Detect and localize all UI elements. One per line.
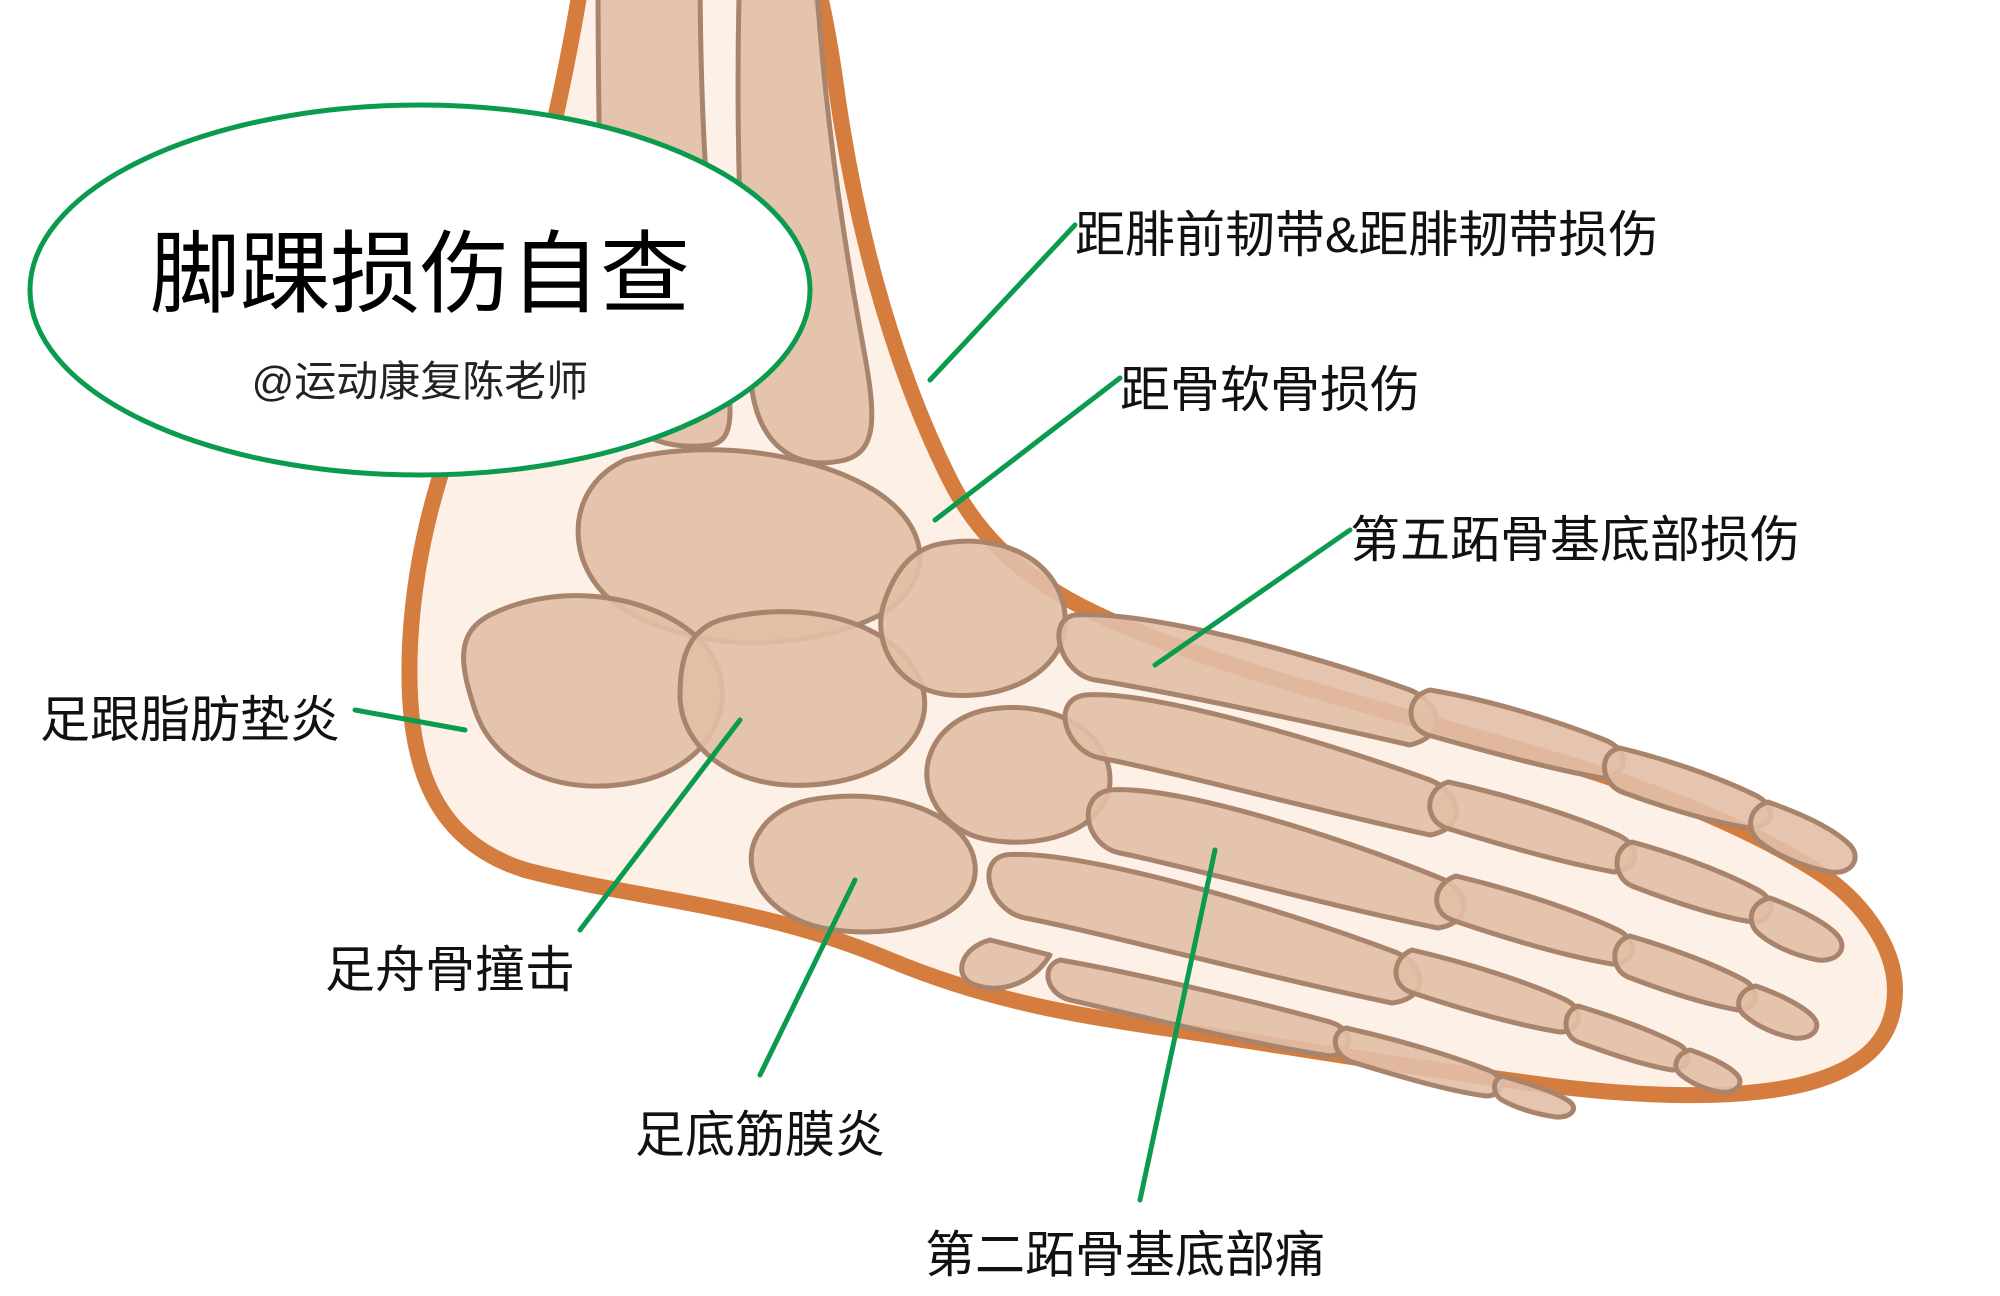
label-atfl: 距腓前韧带&距腓韧带损伤	[1075, 195, 1658, 267]
label-mt2: 第二跖骨基底部痛	[925, 1215, 1325, 1287]
title-sub: @运动康复陈老师	[130, 348, 710, 409]
diagram-stage: 脚踝损伤自查 @运动康复陈老师 距腓前韧带&距腓韧带损伤距骨软骨损伤第五跖骨基底…	[0, 0, 2000, 1296]
diagram-svg	[0, 0, 2000, 1296]
title-main: 脚踝损伤自查	[130, 230, 710, 320]
label-navicular: 足舟骨撞击	[325, 930, 575, 1002]
label-heel-fat: 足跟脂肪垫炎	[40, 680, 340, 752]
label-talus: 距骨软骨损伤	[1120, 350, 1420, 422]
label-mt5: 第五跖骨基底部损伤	[1350, 500, 1800, 572]
label-plantar: 足底筋膜炎	[635, 1095, 885, 1167]
title-bubble: 脚踝损伤自查 @运动康复陈老师	[130, 230, 710, 409]
